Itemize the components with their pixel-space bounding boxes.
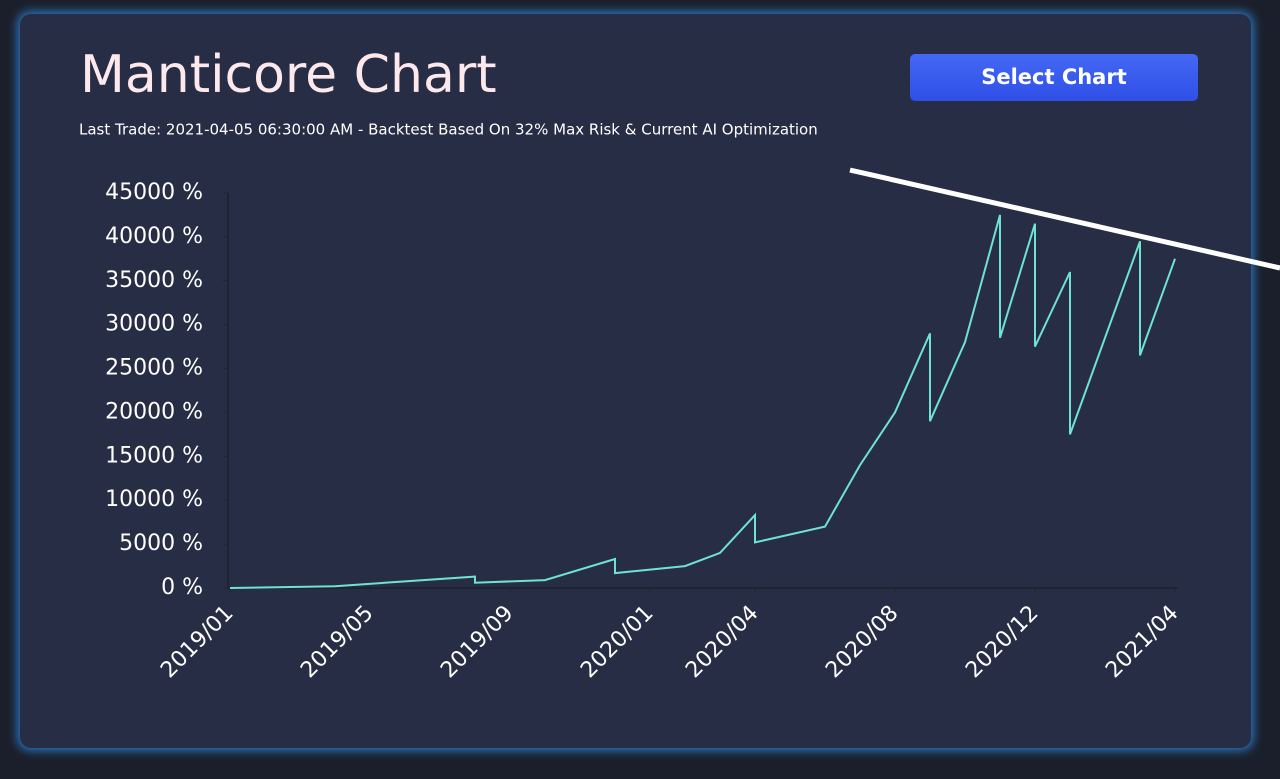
y-tick-label: 30000 %: [105, 312, 203, 337]
y-tick-label: 25000 %: [105, 356, 203, 381]
y-tick-label: 20000 %: [105, 399, 203, 424]
page-title: Manticore Chart: [80, 45, 497, 105]
panel: [20, 14, 1251, 748]
button-label[interactable]: Select Chart: [981, 65, 1127, 89]
select-chart-button[interactable]: [910, 54, 1198, 101]
y-tick-label: 45000 %: [105, 180, 203, 205]
subtitle: Last Trade: 2021-04-05 06:30:00 AM - Bac…: [79, 121, 818, 139]
y-tick-label: 0 %: [161, 575, 203, 600]
y-tick-label: 5000 %: [119, 531, 203, 556]
y-tick-label: 10000 %: [105, 487, 203, 512]
line-series: [229, 214, 1176, 589]
trend-annotation: [849, 167, 1280, 271]
y-tick-label: 40000 %: [105, 224, 203, 249]
y-tick-label: 35000 %: [105, 268, 203, 293]
y-tick-label: 15000 %: [105, 443, 203, 468]
